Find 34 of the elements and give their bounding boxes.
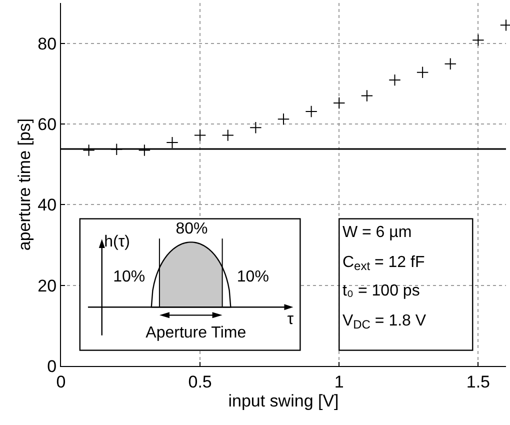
annotation: 10%: [113, 268, 146, 286]
point: [250, 122, 262, 134]
annotation: τ: [287, 311, 294, 328]
y-tick-label: 60: [38, 114, 57, 134]
point: [277, 113, 290, 126]
point: [82, 144, 95, 156]
point: [333, 96, 346, 110]
y-tick-label: 20: [38, 276, 57, 296]
point: [388, 74, 401, 86]
y-tick-label: 80: [38, 34, 57, 54]
y-tick-label: 0: [47, 356, 57, 376]
y-axis-title: aperture time [ps]: [15, 118, 34, 251]
annotation: h(τ): [104, 234, 130, 251]
point: [472, 34, 484, 46]
point: [222, 129, 234, 142]
point: [360, 90, 374, 102]
annotation: C$_{ext}$ = 12 fF: [342, 254, 425, 273]
point: [194, 129, 206, 142]
point: [305, 105, 318, 118]
y-tick-label: 40: [38, 196, 57, 215]
x-axis-title: input swing [V]: [228, 391, 339, 410]
point: [166, 136, 178, 149]
x-tick-label: 0.5: [188, 372, 212, 392]
annotation: Aperture Time: [146, 324, 246, 342]
annotation: 10%: [236, 268, 269, 286]
point: [416, 66, 429, 78]
annotation: t₀ = 100 ps: [342, 282, 420, 300]
point: [138, 144, 151, 156]
point: [444, 58, 456, 70]
annotation: W = 6 µm: [342, 224, 412, 242]
annotation: V$_{DC}$ = 1.8 V: [342, 312, 426, 332]
annotation: 80%: [176, 220, 208, 238]
x-tick-label: 1.5: [466, 372, 490, 392]
x-tick-label: 1: [334, 372, 344, 392]
